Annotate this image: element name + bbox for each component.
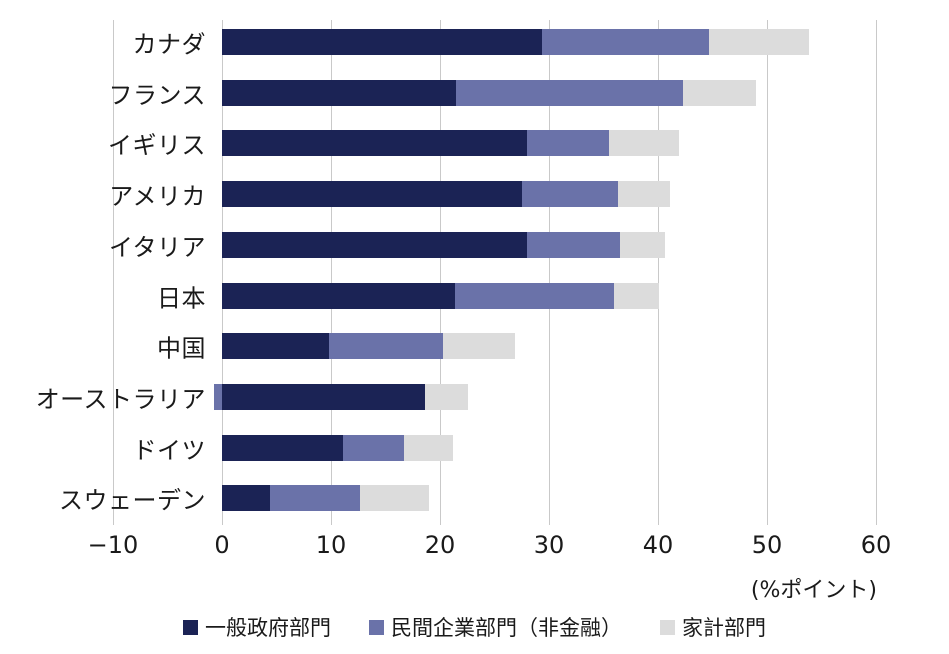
gridline xyxy=(331,20,332,525)
bar-segment xyxy=(614,282,660,309)
gridline xyxy=(113,20,114,525)
bar-segment xyxy=(527,130,609,157)
category-label: アメリカ xyxy=(109,182,206,211)
gridline xyxy=(767,20,768,525)
legend-label: 民間企業部門（非金融） xyxy=(391,616,622,640)
bar-segment xyxy=(608,130,679,157)
bar-segment xyxy=(455,282,615,309)
category-label: ドイツ xyxy=(132,436,206,465)
legend-item: 一般政府部門 xyxy=(183,612,331,642)
bar-segment xyxy=(222,130,528,157)
bar-segment xyxy=(542,29,710,55)
legend-label: 家計部門 xyxy=(682,616,766,640)
category-label: スウェーデン xyxy=(59,486,206,515)
legend-swatch xyxy=(660,619,675,635)
x-tick-label: 30 xyxy=(533,531,565,559)
bar-segment xyxy=(709,29,810,55)
gridline xyxy=(876,20,877,525)
bar-segment xyxy=(222,333,329,360)
legend-item: 民間企業部門（非金融） xyxy=(369,612,622,642)
category-label: 日本 xyxy=(157,284,206,312)
bar-segment xyxy=(222,282,456,309)
x-tick-label: 0 xyxy=(214,531,230,559)
gridline xyxy=(658,20,659,525)
bar-segment xyxy=(222,434,343,461)
bar-segment xyxy=(456,79,684,106)
bar-segment xyxy=(404,434,454,461)
legend-label: 一般政府部門 xyxy=(205,616,331,640)
x-tick-label: −10 xyxy=(87,531,139,559)
bar-segment xyxy=(424,383,469,410)
category-label: イタリア xyxy=(108,233,206,262)
x-tick-label: 10 xyxy=(315,531,347,559)
category-label: カナダ xyxy=(132,30,206,59)
bar-segment xyxy=(619,231,665,258)
x-tick-label: 40 xyxy=(642,531,674,559)
category-label: フランス xyxy=(108,81,206,110)
x-tick-label: 50 xyxy=(751,531,783,559)
bar-segment xyxy=(527,231,620,258)
bar-segment xyxy=(222,485,270,512)
category-label: 中国 xyxy=(157,334,206,363)
x-tick-label: 60 xyxy=(860,531,892,559)
legend: 一般政府部門 民間企業部門（非金融） 家計部門 xyxy=(0,612,949,642)
bar-segment xyxy=(214,383,222,410)
bar-segment xyxy=(683,79,757,106)
legend-swatch xyxy=(183,619,198,635)
x-tick-label: 20 xyxy=(424,531,456,559)
bar-segment xyxy=(342,434,405,461)
category-label: イギリス xyxy=(108,131,206,160)
category-label: オーストラリア xyxy=(35,385,206,414)
bar-segment xyxy=(521,181,618,208)
gridline xyxy=(440,20,441,525)
gridline xyxy=(549,20,550,525)
bar-segment xyxy=(328,333,444,360)
bar-segment xyxy=(360,485,430,512)
bar-segment xyxy=(269,485,361,512)
bar-segment xyxy=(222,79,457,106)
bar-segment xyxy=(222,231,528,258)
bar-segment xyxy=(222,383,425,410)
bar-segment xyxy=(222,181,522,208)
x-axis-unit-label: (%ポイント) xyxy=(750,578,877,603)
bar-segment xyxy=(443,333,516,360)
bar-segment xyxy=(222,29,543,55)
bar-segment xyxy=(617,181,670,208)
gridline xyxy=(222,20,223,525)
legend-swatch xyxy=(369,619,384,635)
legend-item: 家計部門 xyxy=(660,612,766,642)
